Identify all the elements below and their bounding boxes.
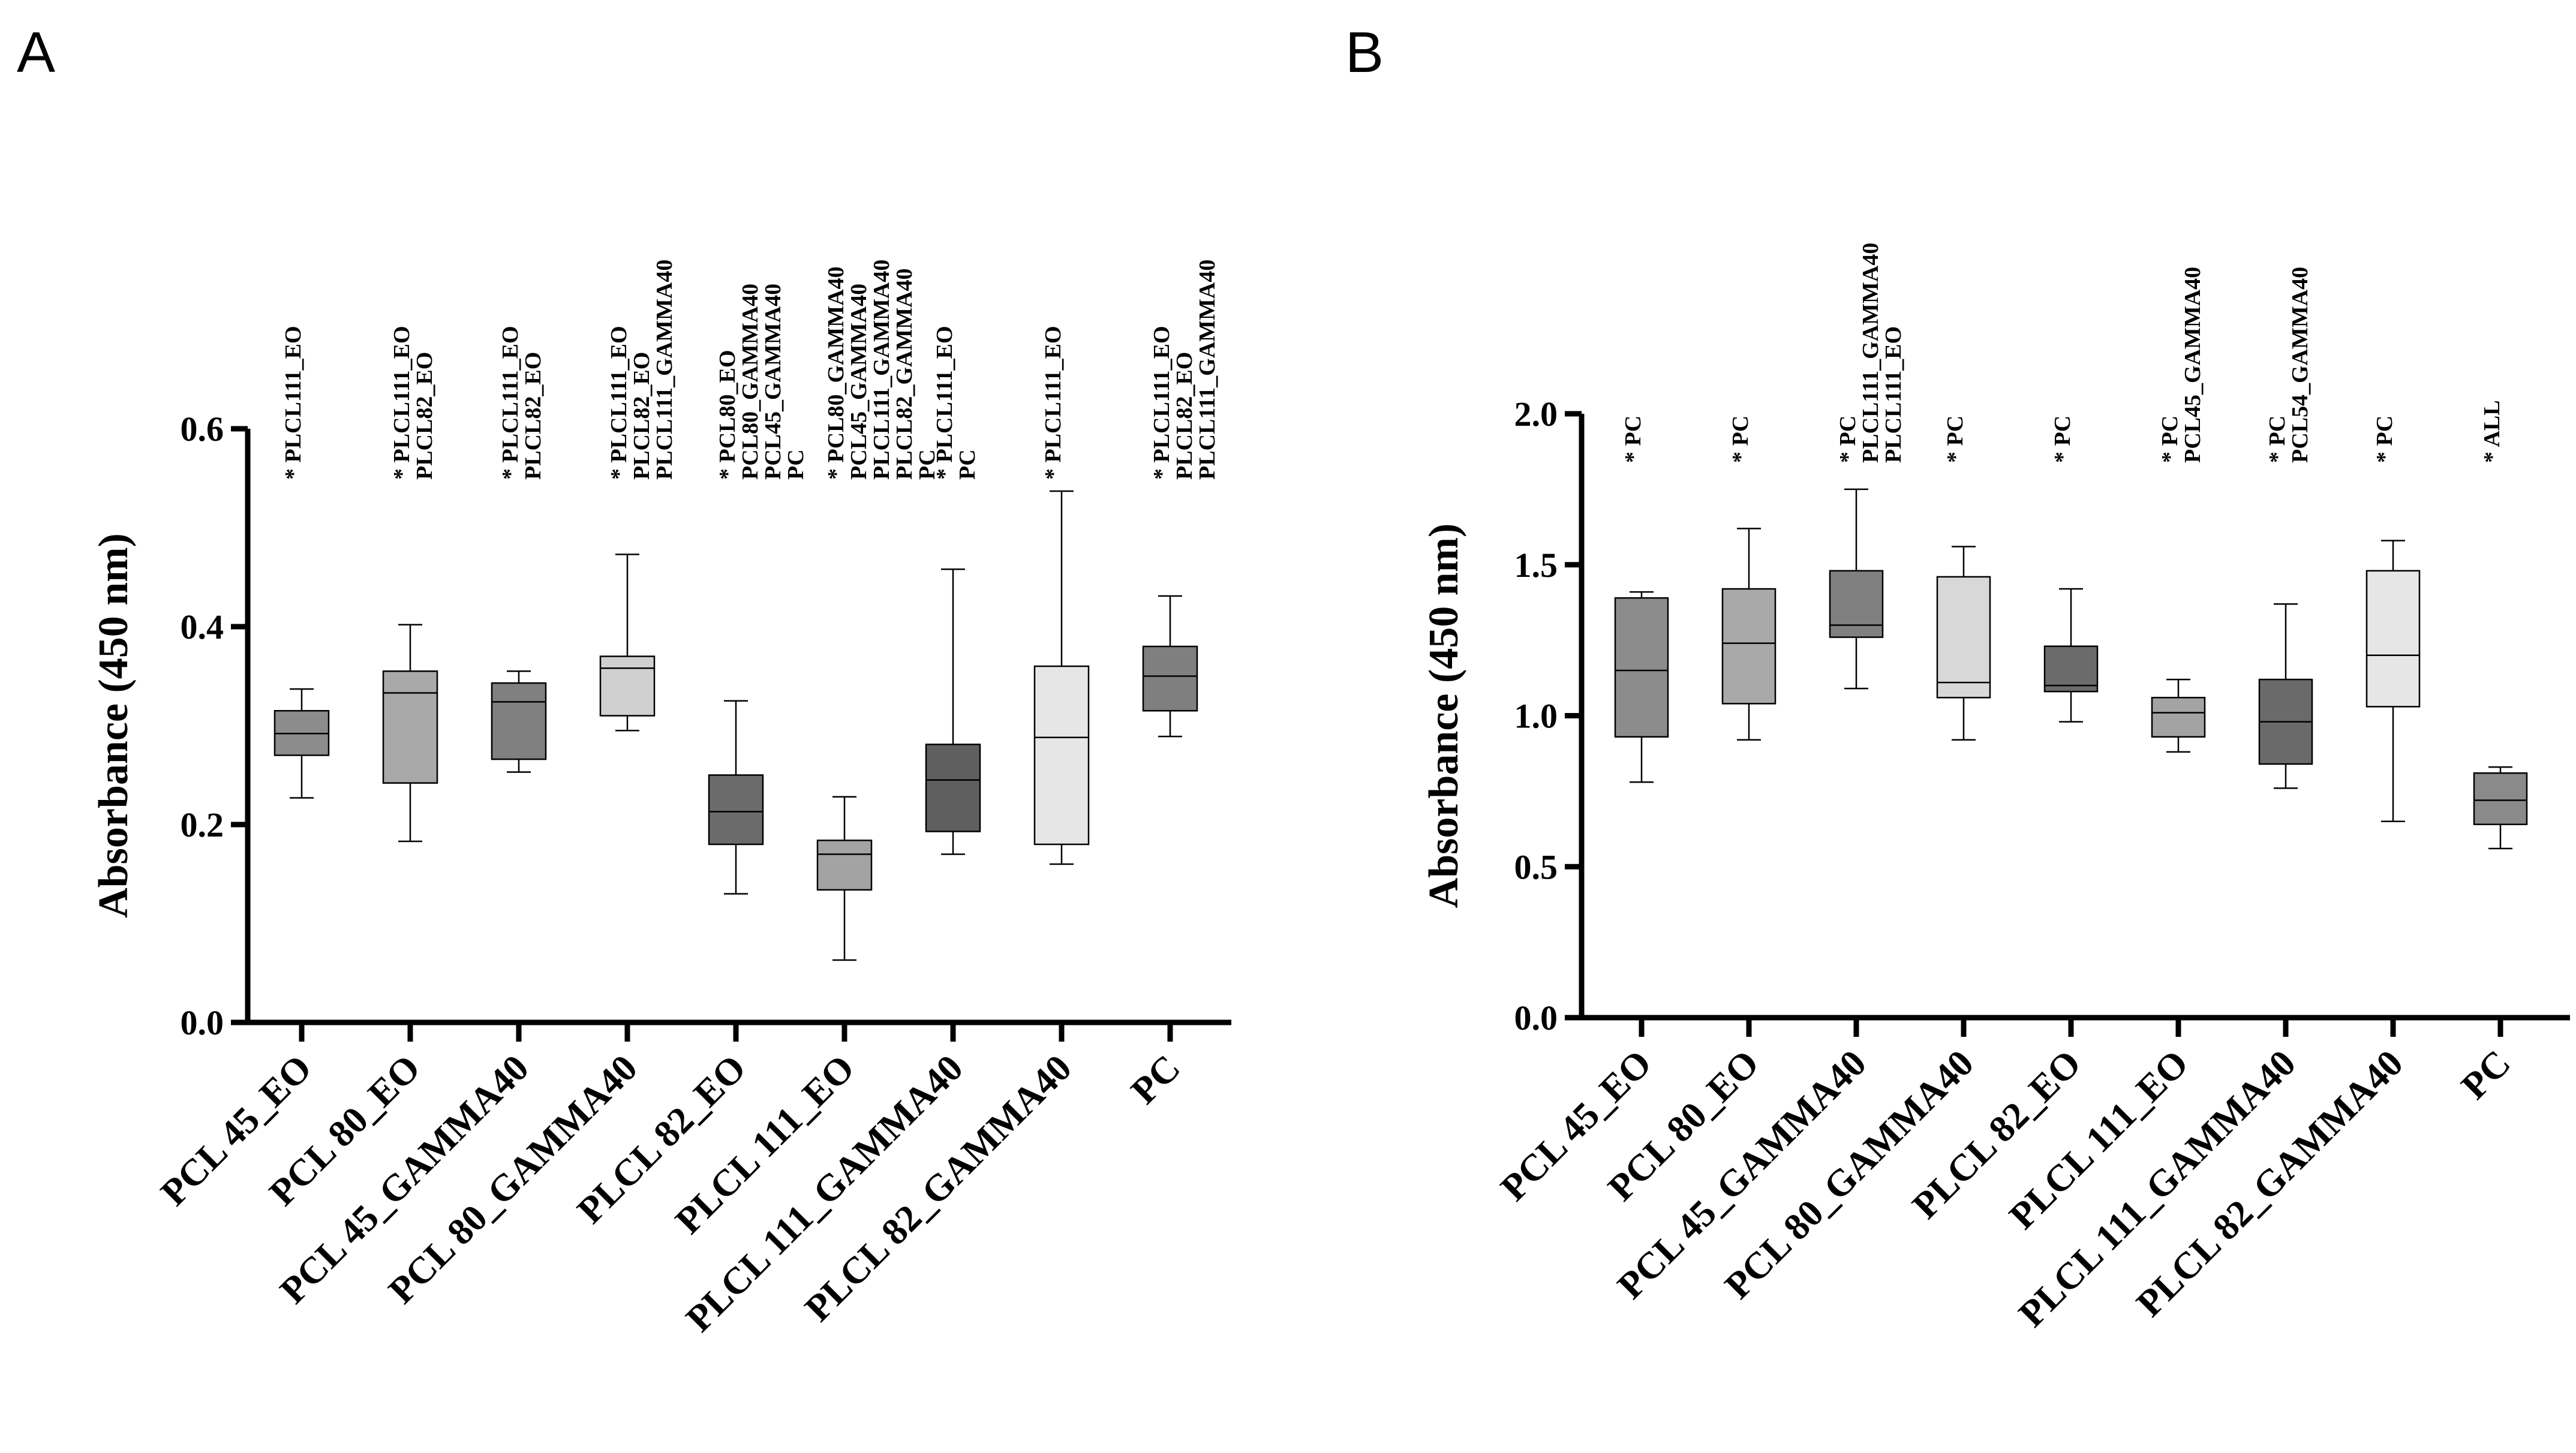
box-plot xyxy=(1614,591,1669,783)
significance-annotation: PLCL82_EO xyxy=(521,352,546,480)
significance-annotation: PLCL111_GAMMA40 xyxy=(652,260,677,480)
significance-annotation: PCL80_GAMMA40 xyxy=(738,284,763,480)
iqr-box xyxy=(382,670,438,784)
box-plot xyxy=(2365,540,2421,822)
significance-annotation: PCL45_GAMMA40 xyxy=(846,284,871,480)
y-tick-label: 1.0 xyxy=(1514,697,1558,736)
box-plot xyxy=(2151,678,2206,753)
significance-annotation: * PLCL111_EO xyxy=(281,326,306,480)
iqr-box xyxy=(599,655,656,717)
iqr-box xyxy=(925,744,981,832)
iqr-box xyxy=(2043,645,2099,693)
box-plot xyxy=(925,568,981,855)
y-tick-label: 0.4 xyxy=(181,607,224,646)
x-tick-label: PC xyxy=(1123,1046,1188,1112)
y-tick-label: 1.5 xyxy=(1514,546,1558,585)
iqr-box xyxy=(1721,588,1777,705)
y-tick-label: 0.0 xyxy=(181,1003,224,1042)
y-axis-label: Absorbance (450 nm) xyxy=(1421,524,1467,908)
iqr-box xyxy=(816,840,873,891)
iqr-box xyxy=(491,682,547,760)
significance-annotation: PLCL82_EO xyxy=(629,352,654,480)
box-plot xyxy=(1142,595,1198,738)
box-plot xyxy=(708,700,764,895)
significance-annotation: * PC xyxy=(2372,416,2397,463)
significance-annotation: PLCL111_EO xyxy=(1881,326,1906,463)
significance-annotation: * PC xyxy=(2050,416,2075,463)
significance-annotation: * PC xyxy=(1621,416,1646,463)
iqr-box xyxy=(1033,665,1090,846)
x-tick-label: PC xyxy=(2453,1042,2518,1107)
significance-annotation: * PLCL111_EO xyxy=(498,326,523,480)
box-plot xyxy=(2258,603,2313,789)
iqr-box xyxy=(1936,576,1991,699)
box-plot xyxy=(1721,528,1777,741)
significance-annotation: PCL54_GAMMA40 xyxy=(2288,267,2313,463)
y-tick-label: 0.2 xyxy=(181,805,224,844)
significance-annotation: PLCL82_EO xyxy=(1172,352,1197,480)
y-tick-label: 2.0 xyxy=(1514,395,1558,434)
significance-annotation: PCL45_GAMMA40 xyxy=(761,284,786,480)
significance-annotation: PC xyxy=(955,449,980,480)
significance-annotation: * PLCL111_EO xyxy=(1041,326,1066,480)
significance-annotation: * PC xyxy=(1943,416,1968,463)
significance-annotation: * PC xyxy=(2157,416,2183,463)
significance-annotation: * PC xyxy=(1728,416,1753,463)
significance-annotation: PC xyxy=(783,449,808,480)
significance-annotation: PLCL111_GAMMA40 xyxy=(869,260,894,480)
significance-annotation: * PCL80_EO xyxy=(715,350,740,480)
y-axis-label: Absorbance (450 nm) xyxy=(91,533,137,918)
y-tick-label: 0.5 xyxy=(1514,847,1558,886)
y-tick-label: 0.6 xyxy=(181,410,224,449)
iqr-box xyxy=(1614,597,1669,738)
significance-annotation: PLCL111_GAMMA40 xyxy=(1195,260,1220,480)
significance-annotation: * PCL80_GAMMA40 xyxy=(823,266,849,480)
box-plot xyxy=(273,688,330,799)
box-plot xyxy=(599,553,656,732)
significance-annotation: * PLCL111_EO xyxy=(1149,326,1174,480)
significance-annotation: PLCL111_GAMMA40 xyxy=(1858,243,1883,463)
box-plot xyxy=(2043,588,2099,723)
significance-annotation: PLCL82_GAMMA40 xyxy=(892,268,917,480)
iqr-box xyxy=(1142,645,1198,712)
iqr-box xyxy=(2151,697,2206,738)
box-plot xyxy=(816,796,873,961)
significance-annotation: * PLCL111_EO xyxy=(932,326,957,480)
box-plot xyxy=(491,670,547,773)
box-plot xyxy=(382,624,438,843)
box-plot xyxy=(1936,546,1991,741)
iqr-box xyxy=(2473,772,2528,826)
significance-annotation: * PLCL111_EO xyxy=(606,326,632,480)
significance-annotation: PCL45_GAMMA40 xyxy=(2180,267,2205,463)
box-plot xyxy=(1829,488,1884,690)
iqr-box xyxy=(708,774,764,846)
y-tick-label: 0.0 xyxy=(1514,998,1558,1037)
significance-annotation: * PLCL111_EO xyxy=(389,326,414,480)
significance-annotation: * ALL xyxy=(2479,400,2505,463)
significance-annotation: * PC xyxy=(2265,416,2290,463)
significance-annotation: * PC xyxy=(1835,416,1860,463)
iqr-box xyxy=(2365,570,2421,708)
significance-annotation: PLCL82_EO xyxy=(412,352,437,480)
iqr-box xyxy=(1829,570,1884,638)
significance-annotation: PC xyxy=(915,449,940,480)
box-plot xyxy=(2473,766,2528,850)
panel-letter: B xyxy=(1345,20,1384,85)
panel-letter: A xyxy=(17,20,55,85)
box-plot xyxy=(1033,490,1090,865)
